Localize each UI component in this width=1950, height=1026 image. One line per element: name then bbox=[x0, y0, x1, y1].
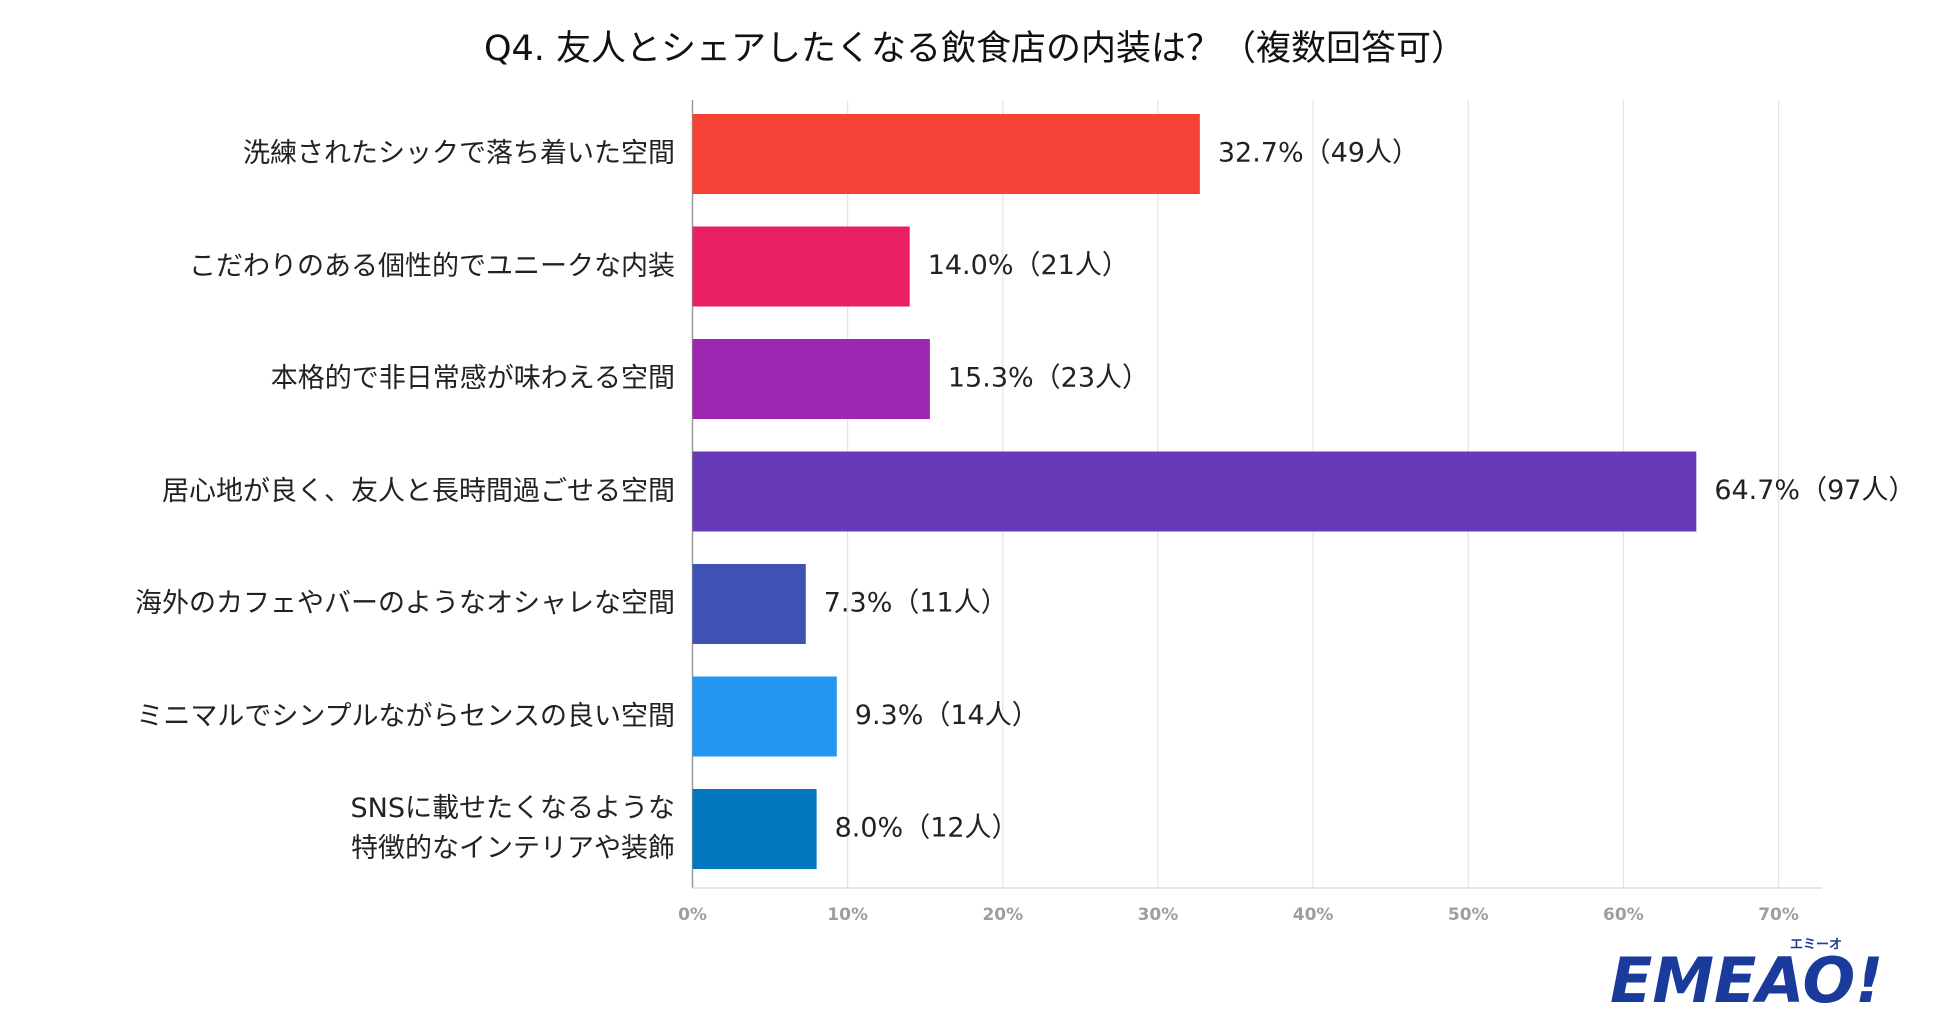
y-tick-label: ミニマルでシンプルながらセンスの良い空間 bbox=[136, 700, 675, 732]
x-tick-label: 30% bbox=[1138, 905, 1179, 925]
bar bbox=[692, 451, 1697, 532]
data-label: 7.3%（11人） bbox=[824, 588, 1008, 619]
data-label: 8.0%（12人） bbox=[835, 813, 1019, 844]
logo-kana: エミーオ bbox=[1790, 938, 1842, 953]
y-tick-label: SNSに載せたくなるような 特徴的なインテリアや装飾 bbox=[350, 793, 675, 864]
data-label: 14.0%（21人） bbox=[928, 250, 1129, 281]
bar bbox=[692, 564, 806, 644]
x-tick-label: 20% bbox=[982, 905, 1023, 925]
bar bbox=[692, 676, 837, 757]
y-tick-label: 洗練されたシックで落ち着いた空間 bbox=[243, 138, 675, 169]
x-tick-label: 0% bbox=[678, 905, 707, 925]
logo: EMEAO! エミーオ bbox=[1610, 938, 1883, 1018]
x-tick-label: 50% bbox=[1448, 905, 1489, 925]
bar bbox=[692, 789, 817, 869]
data-label: 32.7%（49人） bbox=[1218, 138, 1419, 169]
data-label: 15.3%（23人） bbox=[948, 363, 1149, 394]
bar bbox=[692, 114, 1200, 194]
x-tick-label: 70% bbox=[1758, 905, 1799, 925]
y-tick-label: 本格的で非日常感が味わえる空間 bbox=[270, 363, 675, 394]
chart-title: Q4. 友人とシェアしたくなる飲食店の内装は？（複数回答可） bbox=[484, 29, 1466, 69]
y-tick-label: こだわりのある個性的でユニークな内装 bbox=[189, 250, 675, 282]
bar bbox=[692, 339, 930, 419]
logo-text: EMEAO! bbox=[1610, 944, 1883, 1017]
x-tick-label: 40% bbox=[1293, 905, 1334, 925]
x-tick-label: 10% bbox=[827, 905, 868, 925]
x-tick-label: 60% bbox=[1603, 905, 1644, 925]
y-tick-label: 居心地が良く、友人と長時間過ごせる空間 bbox=[162, 475, 675, 507]
bar bbox=[692, 226, 910, 307]
data-label: 9.3%（14人） bbox=[855, 700, 1039, 731]
y-tick-label: 海外のカフェやバーのようなオシャレな空間 bbox=[135, 588, 675, 619]
data-label: 64.7%（97人） bbox=[1714, 475, 1915, 506]
